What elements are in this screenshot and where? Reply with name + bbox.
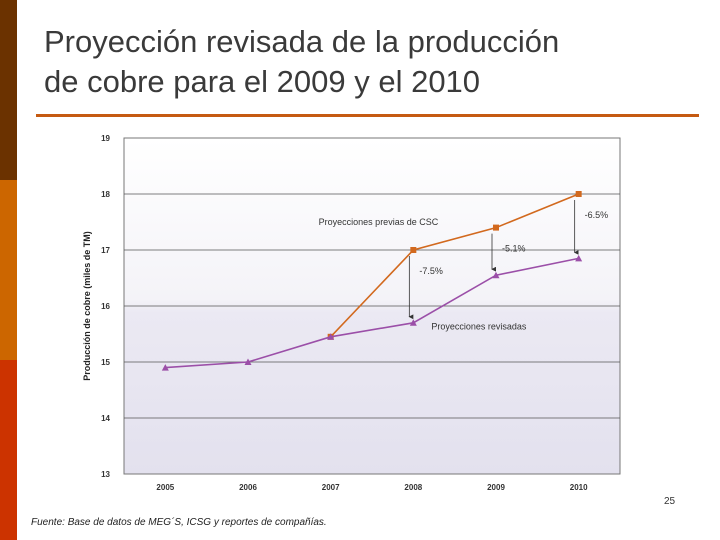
x-tick-label: 2005 (156, 483, 174, 492)
y-tick-label: 19 (101, 134, 110, 143)
title-underline (36, 114, 699, 117)
series-label: Proyecciones previas de CSC (319, 217, 439, 227)
x-tick-label: 2008 (404, 483, 422, 492)
sidebar-band-orange (0, 180, 17, 360)
y-tick-label: 14 (101, 414, 110, 423)
slide-title-line-1: Proyección revisada de la producción (44, 24, 560, 59)
y-axis-label: Producción de cobre (miles de TM) (82, 231, 92, 381)
series-line (330, 193, 579, 338)
data-point-triangle (327, 333, 335, 340)
series-line (165, 257, 579, 369)
sidebar-band-red (0, 360, 17, 540)
data-point-triangle (492, 271, 500, 279)
slide-title: Proyección revisada de la producción de … (44, 22, 704, 102)
series-label: Proyecciones revisadas (431, 322, 527, 332)
reduction-label: -6.5% (585, 210, 609, 220)
source-note: Fuente: Base de datos de MEG´S, ICSG y r… (31, 517, 327, 528)
data-point-triangle (161, 364, 169, 371)
x-tick-label: 2007 (322, 483, 340, 492)
x-tick-label: 2009 (487, 483, 505, 492)
x-tick-label: 2010 (570, 483, 588, 492)
y-tick-label: 13 (101, 470, 110, 479)
y-tick-label: 17 (101, 246, 110, 255)
reduction-label: -5.1% (502, 244, 526, 254)
data-point-square (410, 247, 417, 253)
reduction-label: -7.5% (419, 266, 443, 276)
y-tick-label: 15 (101, 358, 110, 367)
x-tick-label: 2006 (239, 483, 257, 492)
data-point-square (493, 224, 499, 231)
data-point-triangle (244, 358, 252, 365)
sidebar-band-dark (0, 0, 17, 180)
data-point-triangle (409, 319, 417, 326)
data-point-triangle (575, 254, 583, 262)
data-point-square (575, 191, 582, 197)
y-tick-label: 16 (101, 302, 110, 311)
copper-production-chart: 13 14 15 16 17 18 19 2005 2006 2007 2008 2009 2010 -… (82, 134, 621, 492)
slide-title-line-2: de cobre para el 2009 y el 2010 (44, 64, 481, 99)
page-number: 25 (664, 496, 676, 507)
y-tick-label: 18 (101, 190, 110, 199)
